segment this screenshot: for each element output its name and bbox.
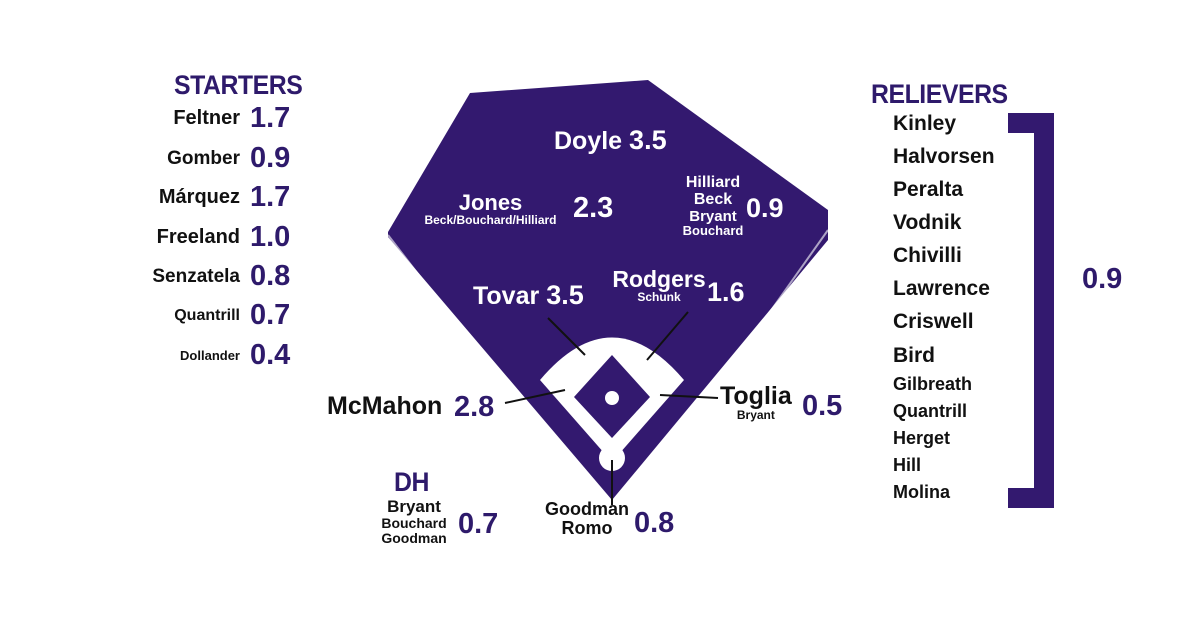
starter-value: 1.7 (250, 181, 291, 213)
relievers-value: 0.9 (1082, 263, 1123, 295)
starter-name: Feltner (173, 107, 240, 129)
starter-row: Senzatela 0.8 (0, 260, 290, 293)
starter-name: Freeland (156, 226, 240, 248)
ss-name: Tovar (473, 282, 540, 310)
dh-title: DH (394, 467, 429, 497)
pitchers-mound (605, 391, 619, 405)
second-leader-line (646, 311, 689, 361)
starter-row: Gomber 0.9 (0, 142, 290, 175)
dh-names: Bryant Bouchard Goodman (378, 498, 450, 545)
starter-value: 1.7 (250, 102, 291, 134)
ss-value: 3.5 (546, 280, 584, 310)
dh-value: 0.7 (458, 508, 499, 540)
second-value: 1.6 (707, 277, 745, 307)
starter-row: Feltner 1.7 (0, 102, 290, 135)
starter-row: Quantrill 0.7 (0, 299, 290, 332)
right-foul-line (664, 229, 829, 461)
reliever-name: Vodnik (893, 211, 962, 234)
left-foul-line (387, 234, 566, 466)
player-name: Goodman (545, 499, 629, 519)
starter-value: 0.4 (250, 339, 291, 371)
player-name: Hilliard (685, 174, 741, 191)
reliever-name: Hill (893, 455, 922, 475)
player-name: Bouchard (682, 223, 744, 239)
starter-row: Márquez 1.7 (0, 181, 290, 214)
first-leader-line (659, 394, 719, 399)
starter-name: Quantrill (174, 306, 240, 324)
ss-leader-line (547, 317, 586, 356)
starter-name: Senzatela (152, 265, 240, 287)
lf-sub: Beck/Bouchard/Hilliard (424, 213, 557, 228)
cf-name: Doyle (554, 127, 623, 155)
starter-value: 0.7 (250, 299, 291, 331)
reliever-name: Molina (893, 482, 950, 502)
first-name: Toglia (720, 382, 792, 410)
third-leader-line (504, 389, 566, 404)
cf-value: 3.5 (629, 125, 667, 155)
reliever-name: Lawrence (893, 277, 990, 300)
relievers-title: RELIEVERS (871, 79, 1008, 109)
reliever-name: Gilbreath (893, 374, 973, 394)
home-plate-area (599, 445, 625, 471)
reliever-name: Halvorsen (893, 145, 995, 168)
player-name: Bryant (387, 497, 441, 516)
second-name: Rodgers (612, 266, 706, 292)
ss-label: Tovar 3.5 (473, 280, 584, 311)
catcher-value: 0.8 (634, 507, 675, 539)
player-name: Bryant (689, 207, 737, 225)
lf-label: Jones Beck/Bouchard/Hilliard (408, 191, 573, 227)
player-name: Bouchard (381, 514, 447, 531)
starter-row: Dollander 0.4 (0, 339, 290, 372)
player-name: Romo (561, 517, 613, 538)
lf-name: Jones (458, 190, 523, 215)
reliever-name: Peralta (893, 178, 964, 201)
starter-value: 0.8 (250, 260, 291, 292)
rf-value: 0.9 (746, 193, 784, 223)
starter-row: Freeland 1.0 (0, 221, 291, 254)
starters-title: STARTERS (174, 70, 303, 100)
starter-value: 1.0 (250, 221, 291, 253)
reliever-name: Kinley (893, 112, 957, 135)
rf-names: Hilliard Beck Bryant Bouchard (678, 174, 748, 239)
player-name: Beck (693, 190, 733, 208)
reliever-name: Herget (893, 428, 951, 448)
reliever-name: Criswell (893, 310, 974, 333)
reliever-name: Chivilli (893, 244, 962, 267)
second-sub: Schunk (637, 290, 681, 305)
reliever-name: Quantrill (893, 401, 968, 421)
third-name: McMahon (327, 392, 443, 420)
starter-name: Dollander (180, 348, 240, 363)
field-shape (388, 80, 828, 500)
first-sub: Bryant (736, 408, 775, 423)
relievers-bracket (1008, 113, 1054, 508)
player-name: Goodman (381, 529, 447, 546)
first-label: Toglia Bryant (720, 383, 792, 422)
third-value: 2.8 (454, 391, 495, 423)
catcher-names: Goodman Romo (543, 500, 631, 538)
reliever-name: Bird (893, 344, 935, 367)
first-value: 0.5 (802, 390, 843, 422)
second-label: Rodgers Schunk (612, 267, 706, 304)
starter-value: 0.9 (250, 142, 291, 174)
lf-value: 2.3 (573, 192, 614, 224)
starter-name: Márquez (158, 186, 240, 208)
starter-name: Gomber (167, 147, 240, 169)
cf-label: Doyle 3.5 (554, 125, 667, 156)
